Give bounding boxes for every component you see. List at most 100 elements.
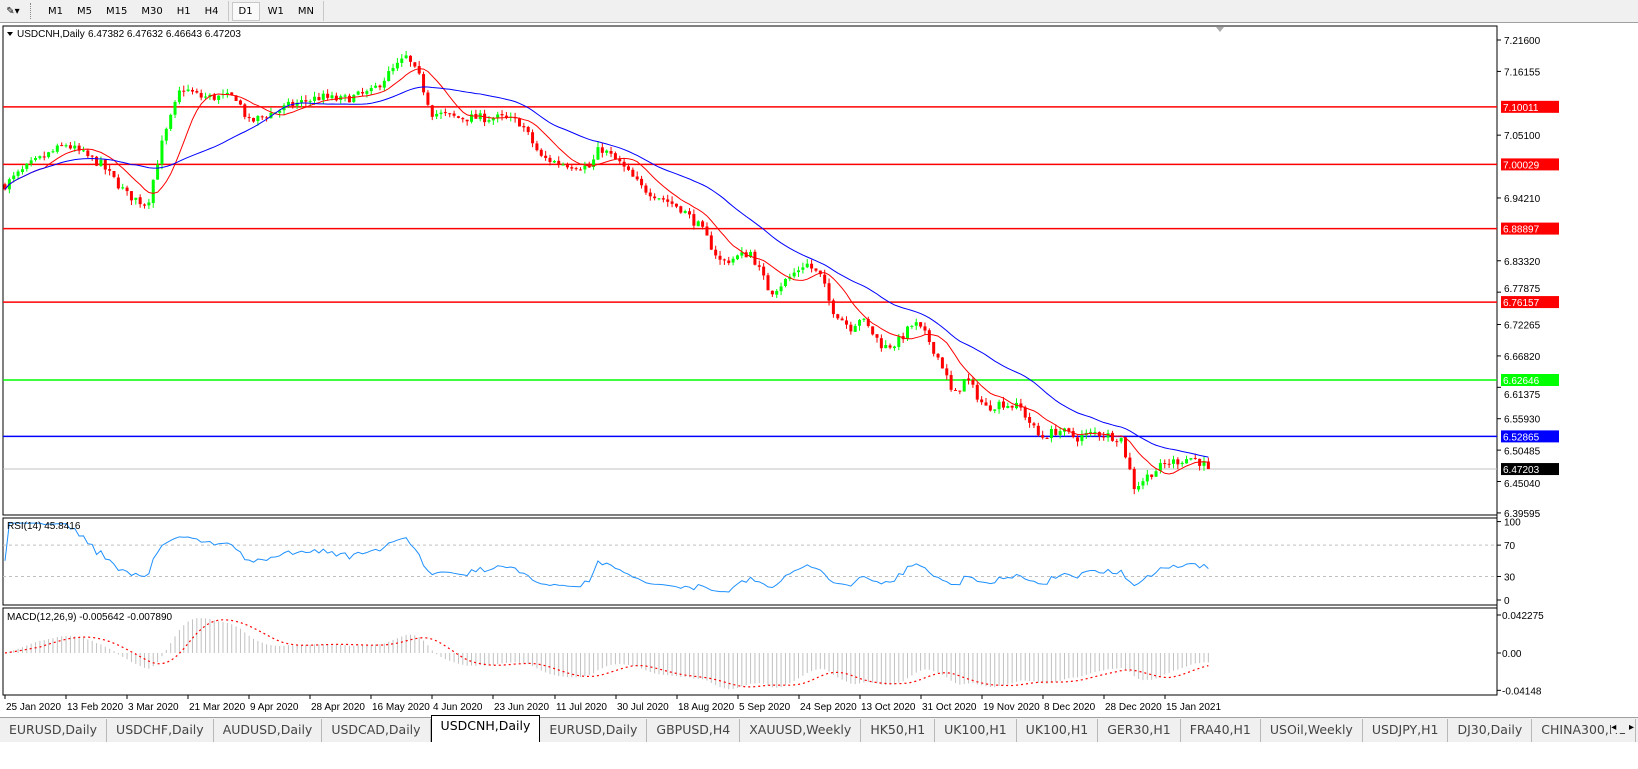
candle-body [579, 169, 583, 171]
candle-body [980, 399, 984, 403]
candle-body [692, 214, 696, 226]
candle-body [487, 120, 491, 122]
scroll-right-icon[interactable]: ▸ [1628, 722, 1634, 733]
chart-tab-eurusd-daily[interactable]: EURUSD,Daily [0, 719, 108, 742]
line-tool-icon[interactable]: ✎▾ [6, 5, 20, 17]
timeframe-w1-button[interactable]: W1 [267, 5, 284, 17]
candle-body [42, 156, 46, 158]
candle-body [517, 118, 521, 127]
chart-tab-xauusd-weekly[interactable]: XAUUSD,Weekly [740, 719, 862, 742]
candle-body [945, 368, 949, 376]
timeframe-m1-button[interactable]: M1 [48, 5, 63, 17]
candle-body [561, 164, 565, 166]
candle-body [378, 85, 382, 88]
candle-body [919, 322, 923, 327]
rsi-tick-label: 0 [1504, 596, 1510, 607]
chart-tab-fra40-h1[interactable]: FRA40,H1 [1181, 719, 1261, 742]
date-tick-label: 31 Oct 2020 [922, 702, 977, 713]
tab-scroll-buttons[interactable]: ◂ ▸ [1611, 722, 1634, 733]
timeframe-h1-button[interactable]: H1 [176, 5, 191, 17]
timeframe-d1-button[interactable]: D1 [231, 1, 260, 21]
chart-tab-uk100-h1[interactable]: UK100,H1 [935, 719, 1017, 742]
candle-body [596, 147, 600, 160]
candle-body [125, 187, 129, 192]
candle-body [840, 318, 844, 321]
timeframe-mn-button[interactable]: MN [297, 5, 314, 17]
chart-tab-dj30-daily[interactable]: DJ30,Daily [1448, 719, 1533, 742]
timeframe-m15-button[interactable]: M15 [106, 5, 128, 17]
candle-body [936, 353, 940, 358]
candle-body [103, 159, 107, 170]
chart-tab-usdchf-daily[interactable]: USDCHF,Daily [107, 719, 214, 742]
chart-tab-china300-h1[interactable]: CHINA300,H1 [1532, 719, 1637, 742]
chart-tab-ger30-h1[interactable]: GER30,H1 [1098, 719, 1181, 742]
chart-tab-audusd-daily[interactable]: AUDUSD,Daily [214, 719, 323, 742]
current-price-tag [1501, 463, 1559, 476]
candle-body [90, 155, 94, 157]
candle-body [605, 150, 609, 153]
ohlc-readout: 6.47382 6.47632 6.46643 6.47203 [88, 29, 241, 40]
price-level-label: 7.10011 [1503, 103, 1539, 114]
timeframe-m30-button[interactable]: M30 [141, 5, 163, 17]
date-tick-label: 28 Dec 2020 [1105, 702, 1162, 713]
timeframe-m5-button[interactable]: M5 [77, 5, 92, 17]
chart-tab-hk50-h1[interactable]: HK50,H1 [861, 719, 936, 742]
candle-body [975, 384, 979, 400]
price-level-label: 6.62646 [1503, 376, 1540, 387]
toolbar-separator [227, 1, 229, 21]
candle-body [334, 95, 338, 101]
candle-body [99, 159, 103, 167]
rsi-pane [2, 517, 1498, 606]
scroll-left-icon[interactable]: ◂ [1611, 722, 1617, 733]
candle-body [836, 314, 840, 319]
chart-menu-triangle-icon[interactable] [7, 32, 13, 36]
candle-body [849, 324, 853, 332]
candle-body [151, 179, 155, 204]
timeframe-h4-button[interactable]: H4 [204, 5, 219, 17]
price-level-label: 6.52865 [1503, 432, 1540, 443]
chart-tab-usdjpy-h1[interactable]: USDJPY,H1 [1363, 719, 1449, 742]
candle-body [914, 322, 918, 326]
candle-body [683, 211, 687, 213]
candle-body [317, 97, 321, 101]
candle-body [818, 270, 822, 275]
date-tick-label: 11 Jul 2020 [556, 702, 607, 713]
date-tick-label: 25 Jan 2020 [6, 702, 61, 713]
candle-body [129, 191, 133, 201]
chart-tab-gbpusd-h4[interactable]: GBPUSD,H4 [647, 719, 741, 742]
candle-body [766, 275, 770, 291]
chart-tab-uk100-h1[interactable]: UK100,H1 [1017, 719, 1099, 742]
candle-body [1093, 431, 1097, 433]
candle-body [814, 268, 818, 271]
candle-body [352, 94, 356, 102]
price-level-label: 7.00029 [1503, 160, 1540, 171]
chart-tab-usdcnh-daily[interactable]: USDCNH,Daily [430, 715, 541, 742]
candle-body [805, 263, 809, 268]
candle-body [112, 170, 116, 177]
chart-shift-marker-icon[interactable] [1216, 27, 1224, 32]
date-tick-label: 23 Jun 2020 [494, 702, 549, 713]
candle-body [256, 115, 260, 121]
candle-body [1206, 461, 1210, 470]
candle-body [792, 272, 796, 277]
date-tick-label: 8 Dec 2020 [1044, 702, 1096, 713]
toolbar-grip[interactable] [30, 3, 35, 19]
chart-tab-usoil-weekly[interactable]: USOil,Weekly [1261, 719, 1363, 742]
chart-tab-usdcad-daily[interactable]: USDCAD,Daily [322, 719, 431, 742]
candle-body [430, 105, 434, 117]
candle-body [674, 203, 678, 207]
candle-body [661, 198, 665, 200]
candle-body [356, 91, 360, 95]
candle-body [997, 401, 1001, 410]
chart-window[interactable]: 7.10011 7.00029 6.88897 6.76157 6.62646 6.528… [0, 0, 1638, 717]
candle-body [600, 147, 604, 153]
candle-body [443, 112, 447, 114]
macd-tick-label: -0.04148 [1502, 686, 1542, 697]
price-level-label: 6.88897 [1503, 225, 1540, 236]
chart-tab-eurusd-daily[interactable]: EURUSD,Daily [540, 719, 648, 742]
candle-body [631, 169, 635, 177]
candle-body [199, 92, 203, 98]
candle-body [500, 114, 504, 116]
date-tick-label: 21 Mar 2020 [189, 702, 246, 713]
candle-body [1189, 458, 1193, 460]
